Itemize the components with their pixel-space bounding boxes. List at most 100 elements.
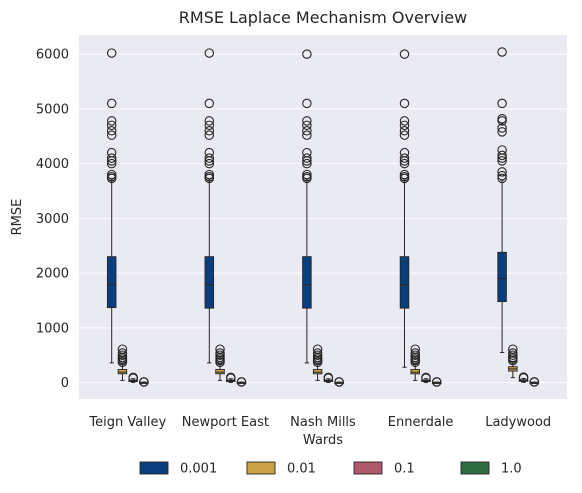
outlier-point <box>508 348 518 358</box>
outlier-point <box>106 116 117 126</box>
outlier-point <box>302 130 312 140</box>
outlier-point <box>399 98 410 109</box>
box-1.0-1 <box>236 377 247 387</box>
y-tick-label: 6000 <box>36 48 69 63</box>
outlier-point <box>323 372 334 383</box>
outlier-point <box>410 344 420 354</box>
y-tick-label: 2000 <box>36 267 69 282</box>
box-body <box>204 256 215 309</box>
outlier-point <box>529 377 540 387</box>
outlier-point <box>106 158 117 169</box>
outlier-point <box>226 372 236 383</box>
outlier-point <box>302 169 312 180</box>
outlier-point <box>302 49 312 59</box>
box-body <box>106 256 117 309</box>
box-plots <box>106 47 540 387</box>
legend-label: 0.1 <box>394 462 415 477</box>
outlier-point <box>312 348 323 358</box>
outlier-point <box>497 47 507 57</box>
legend-swatch-0.01 <box>246 461 276 475</box>
outlier-point <box>106 126 117 136</box>
box-0.01-2 <box>312 344 323 381</box>
outlier-point <box>497 170 507 181</box>
outlier-point <box>106 98 117 109</box>
x-tick-label: Ennerdale <box>388 415 454 430</box>
legend-label: 0.001 <box>180 462 217 477</box>
outlier-point <box>399 130 410 140</box>
box-0.1-0 <box>128 372 138 383</box>
outlier-point <box>399 126 410 136</box>
outlier-point <box>399 49 410 59</box>
outlier-point <box>204 48 215 58</box>
outlier-point <box>117 344 128 354</box>
outlier-point <box>497 150 507 161</box>
x-axis-label: Wards <box>303 433 343 448</box>
legend-label: 1.0 <box>501 462 522 477</box>
outlier-point <box>399 147 410 158</box>
outlier-point <box>497 113 507 124</box>
box-body <box>497 251 507 303</box>
legend-label: 0.01 <box>287 462 316 477</box>
grid-lines <box>79 53 567 384</box>
outlier-point <box>302 116 312 126</box>
legend-swatch-0.1 <box>353 461 383 475</box>
outlier-point <box>410 348 420 358</box>
outlier-point <box>215 348 225 358</box>
outlier-point <box>399 153 410 163</box>
outlier-point <box>204 147 215 158</box>
outlier-point <box>204 153 215 163</box>
outlier-point <box>497 156 507 166</box>
y-tick-label: 4000 <box>36 157 69 172</box>
outlier-point <box>497 98 507 109</box>
outlier-point <box>312 344 323 354</box>
outlier-point <box>497 167 507 177</box>
outlier-point <box>117 348 128 358</box>
box-0.001-0 <box>106 48 117 364</box>
box-1.0-0 <box>139 377 149 387</box>
box-body <box>312 368 323 375</box>
outlier-point <box>302 98 312 109</box>
y-axis-label: RMSE <box>10 199 25 236</box>
box-0.1-2 <box>323 372 334 383</box>
outlier-point <box>128 372 138 383</box>
outlier-point <box>302 147 312 158</box>
outlier-point <box>215 344 225 354</box>
outlier-point <box>302 126 312 136</box>
outlier-point <box>399 169 410 180</box>
box-body <box>302 256 312 309</box>
outlier-point <box>497 123 507 133</box>
outlier-point <box>204 116 215 126</box>
box-0.01-1 <box>215 344 225 381</box>
outlier-point <box>236 377 247 387</box>
box-0.01-4 <box>508 344 518 379</box>
box-1.0-4 <box>529 377 540 387</box>
outlier-point <box>106 48 117 58</box>
legend-swatch-0.001 <box>139 461 169 475</box>
box-body <box>410 368 420 375</box>
outlier-point <box>302 153 312 163</box>
box-0.001-4 <box>497 47 507 353</box>
box-0.01-0 <box>117 344 128 381</box>
outlier-point <box>106 147 117 158</box>
y-tick-label: 3000 <box>36 212 69 227</box>
x-tick-label: Nash Mills <box>290 415 356 430</box>
box-1.0-3 <box>431 377 442 387</box>
x-tick-labels: Teign Valley Newport East Nash Mills Ennerd… <box>88 415 551 430</box>
outlier-point <box>204 120 215 131</box>
y-tick-label: 1000 <box>36 321 69 336</box>
box-body <box>399 256 410 309</box>
legend-swatch-1.0 <box>460 461 490 475</box>
box-0.1-4 <box>518 372 529 383</box>
box-0.001-3 <box>399 49 410 368</box>
outlier-point <box>302 158 312 169</box>
outlier-point <box>497 173 507 184</box>
outlier-point <box>204 130 215 140</box>
outlier-point <box>497 127 507 137</box>
outlier-point <box>106 130 117 140</box>
box-body <box>117 368 128 375</box>
box-0.001-2 <box>302 49 312 364</box>
box-body <box>215 368 225 375</box>
outlier-point <box>204 126 215 136</box>
outlier-point <box>204 98 215 109</box>
